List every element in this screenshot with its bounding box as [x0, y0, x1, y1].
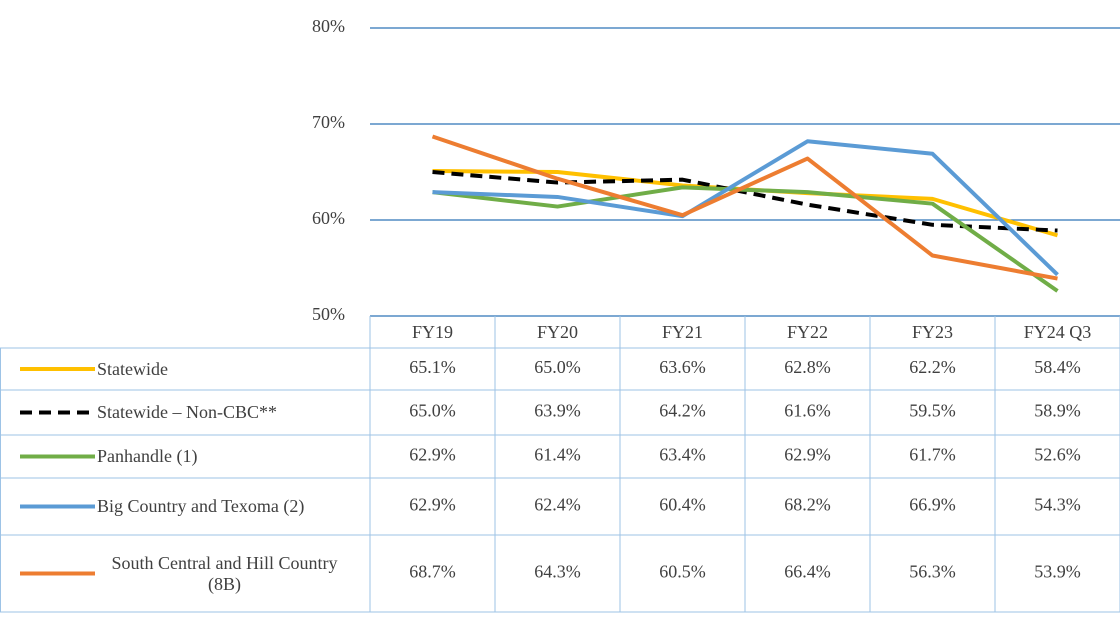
data-label: 56.3% — [909, 562, 956, 582]
data-label: 62.2% — [909, 357, 956, 377]
legend-label-box: Big Country and Texoma (2) — [97, 478, 367, 535]
data-label: 53.9% — [1034, 562, 1081, 582]
legend-label: Statewide – Non-CBC** — [97, 402, 277, 422]
data-label: 62.9% — [409, 495, 456, 515]
data-label: 61.4% — [534, 445, 581, 465]
data-label: 66.9% — [909, 495, 956, 515]
series-line — [431, 134, 1058, 281]
legend-label-wrap: Panhandle (1) — [97, 435, 367, 478]
data-label: 60.4% — [659, 495, 706, 515]
data-label: 65.1% — [409, 357, 456, 377]
legend-label-wrap: Big Country and Texoma (2) — [97, 478, 367, 535]
legend-label-box: Statewide – Non-CBC** — [97, 390, 367, 435]
series-line — [432, 170, 1058, 233]
x-tick-label: FY21 — [662, 322, 703, 342]
legend-label-wrap: Statewide – Non-CBC** — [97, 390, 367, 435]
data-label: 65.0% — [409, 401, 456, 421]
legend-label-wrap: Statewide — [97, 348, 367, 390]
data-label: 62.8% — [784, 357, 831, 377]
data-label: 65.0% — [534, 357, 581, 377]
legend-label-box: Panhandle (1) — [97, 435, 367, 478]
data-label: 61.7% — [909, 445, 956, 465]
legend-label: South Central and Hill Country (8B) — [111, 552, 338, 594]
data-label: 62.9% — [409, 445, 456, 465]
data-label: 61.6% — [784, 401, 831, 421]
data-label: 62.9% — [784, 445, 831, 465]
legend-label-box: South Central and Hill Country (8B) — [97, 535, 367, 612]
y-tick-label: 80% — [312, 16, 345, 36]
y-tick-label: 50% — [312, 304, 345, 324]
data-label: 58.9% — [1034, 401, 1081, 421]
data-label: 64.2% — [659, 401, 706, 421]
x-tick-label: FY22 — [787, 322, 828, 342]
x-tick-label: FY19 — [412, 322, 453, 342]
legend-label: Panhandle (1) — [97, 446, 198, 466]
data-label: 59.5% — [909, 401, 956, 421]
x-tick-label: FY23 — [912, 322, 953, 342]
data-label: 68.2% — [784, 495, 831, 515]
data-label: 58.4% — [1034, 357, 1081, 377]
x-tick-label: FY20 — [537, 322, 578, 342]
y-tick-label: 60% — [312, 208, 345, 228]
y-tick-label: 70% — [312, 112, 345, 132]
data-label: 63.4% — [659, 445, 706, 465]
data-label: 64.3% — [534, 562, 581, 582]
legend-label: Big Country and Texoma (2) — [97, 496, 305, 516]
data-label: 63.6% — [659, 357, 706, 377]
series-line — [432, 139, 1059, 277]
legend-label-wrap: South Central and Hill Country (8B) — [97, 535, 367, 612]
data-label: 68.7% — [409, 562, 456, 582]
legend-label: Statewide — [97, 358, 168, 379]
data-label: 54.3% — [1034, 495, 1081, 515]
x-tick-label: FY24 Q3 — [1024, 322, 1092, 342]
data-label: 62.4% — [534, 495, 581, 515]
data-label: 63.9% — [534, 401, 581, 421]
series-line — [432, 185, 1059, 293]
data-label: 52.6% — [1034, 445, 1081, 465]
data-label: 66.4% — [784, 562, 831, 582]
data-label: 60.5% — [659, 562, 706, 582]
legend-label-box: Statewide — [97, 348, 367, 390]
